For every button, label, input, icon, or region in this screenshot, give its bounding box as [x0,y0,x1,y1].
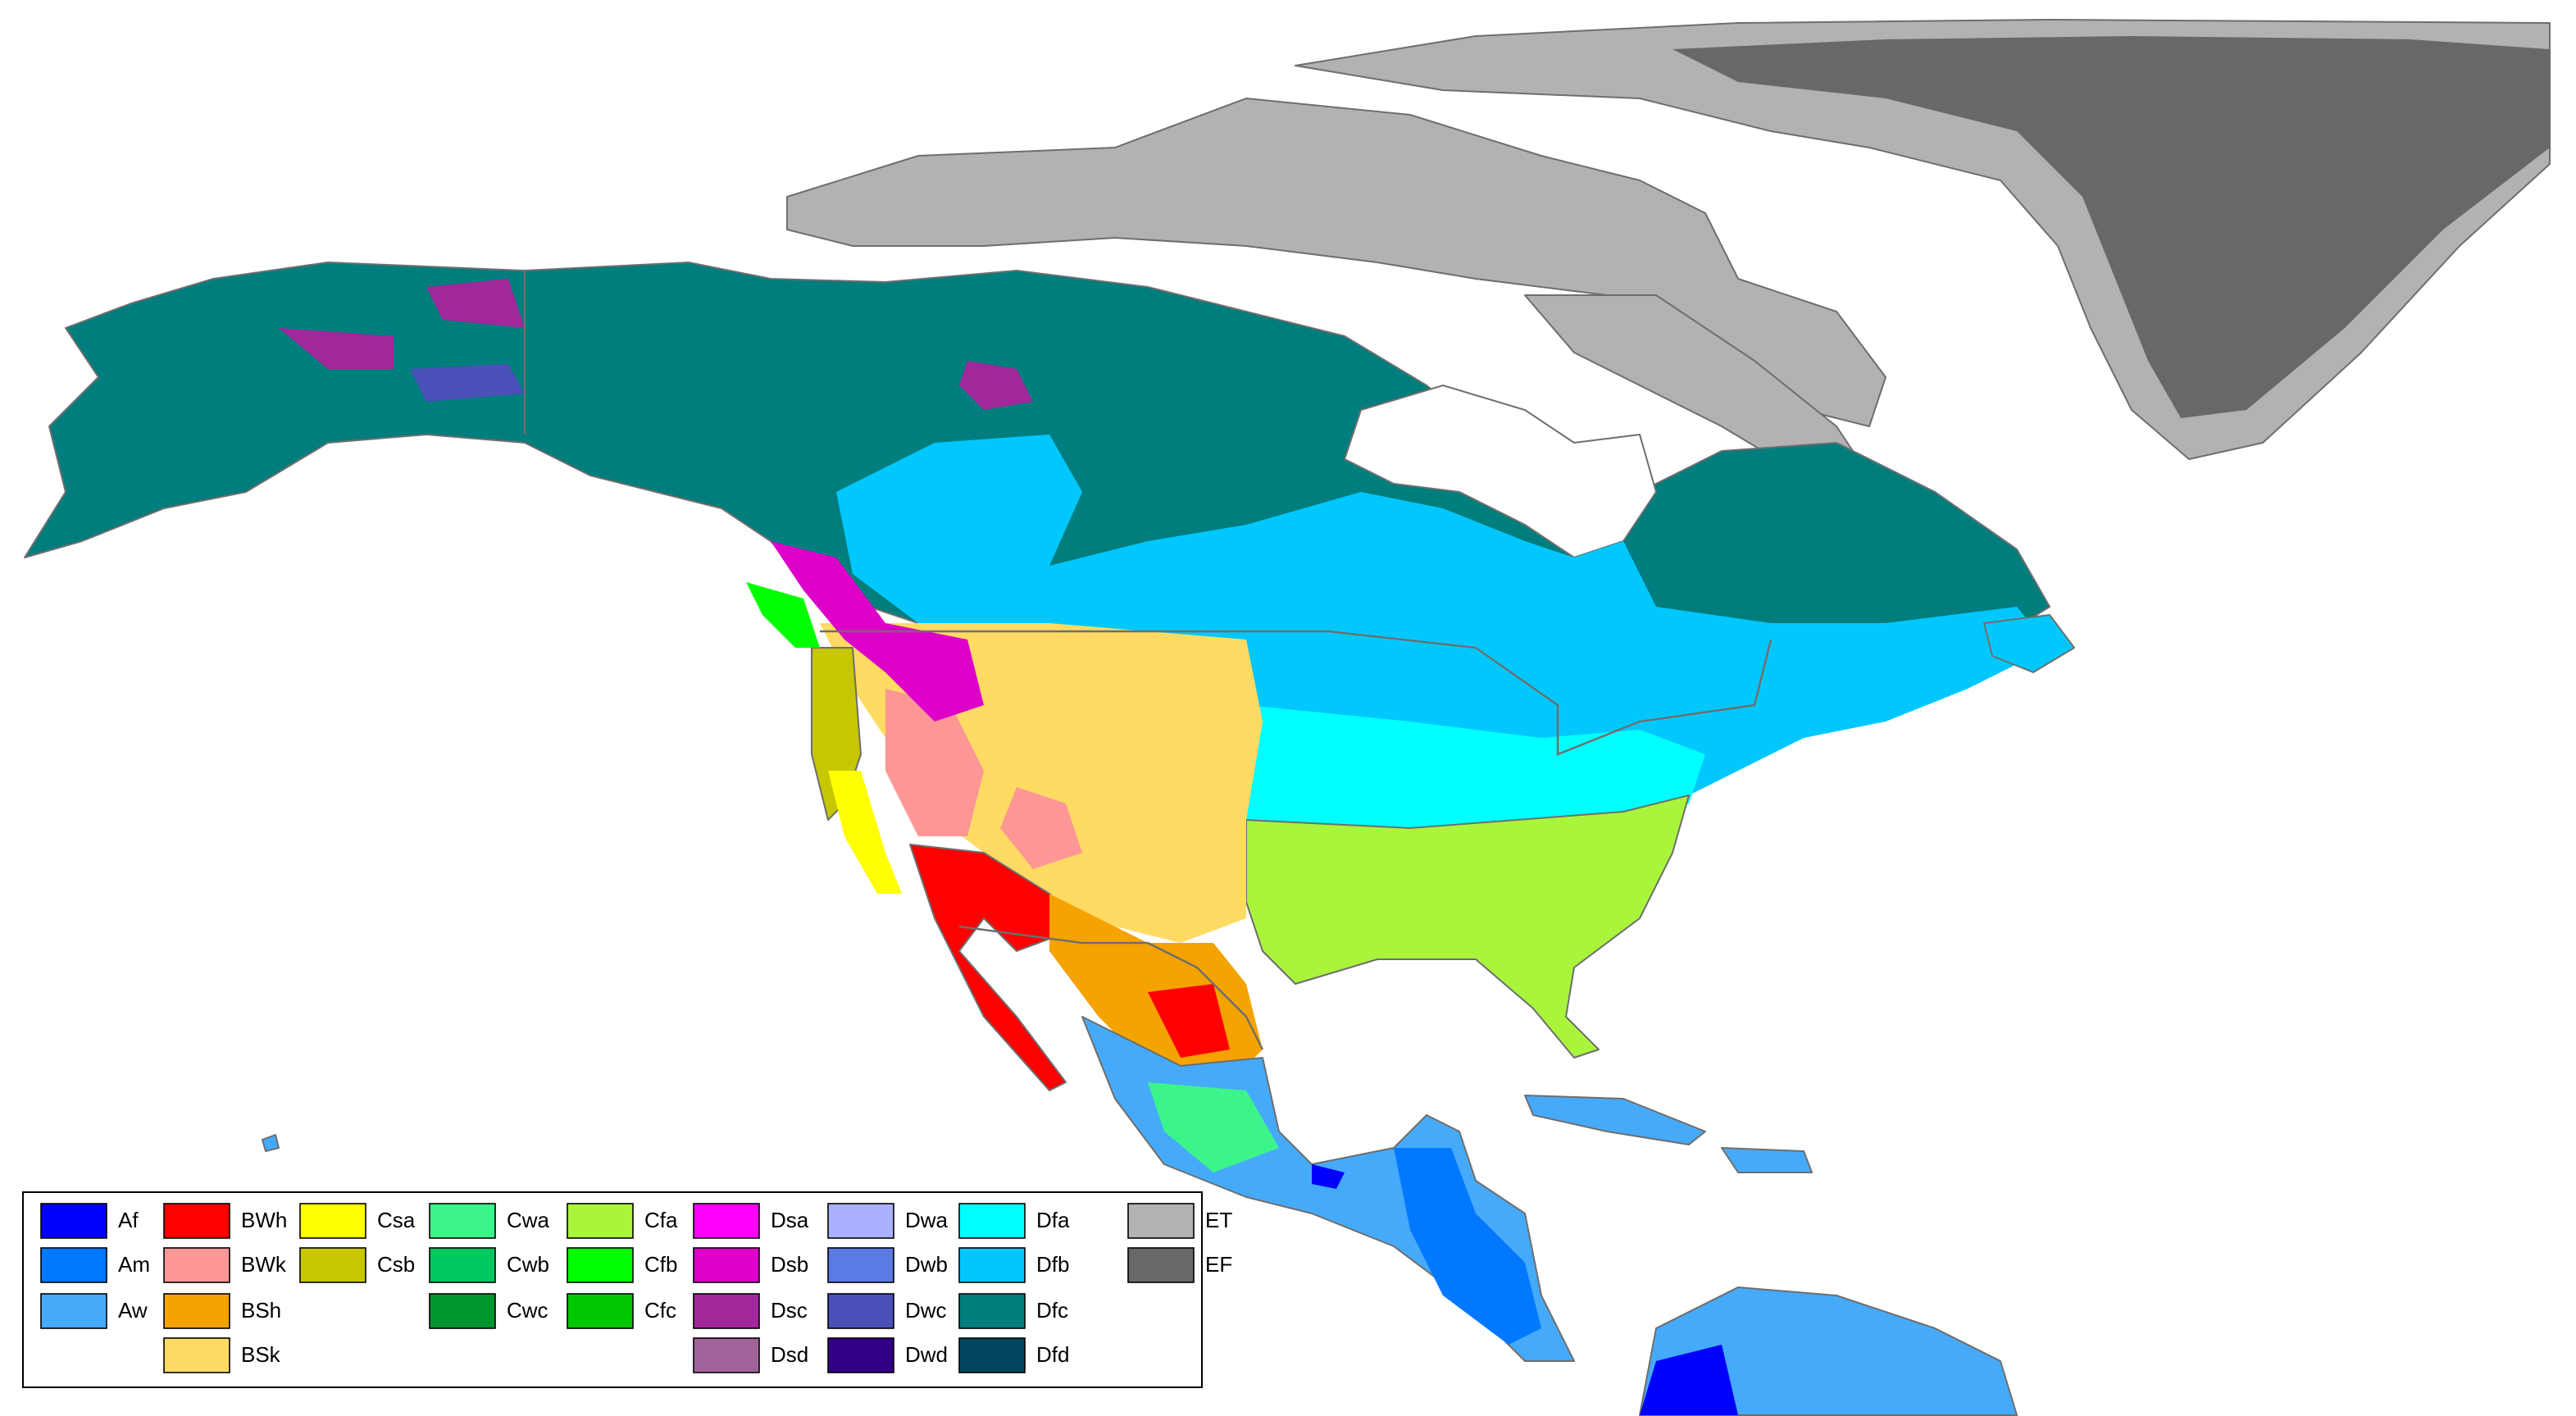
legend-swatch [299,1203,366,1239]
legend-label: Af [118,1208,139,1232]
legend-label: Dwc [905,1298,947,1323]
legend-swatch [299,1247,366,1283]
dwc-zone [410,364,525,402]
cwa-zone [1148,1082,1279,1172]
legend-swatch [958,1293,1026,1329]
dsc-zone [279,328,394,369]
legend-label: Dfd [1036,1342,1069,1367]
legend-label: Dsa [771,1208,809,1232]
newfoundland [1983,614,2075,673]
legend-swatch [1127,1203,1195,1239]
legend: Af Am Aw BWh BWk BSh BSk Csa Csb Cwa Cwb Cwc Cfa Cfb C… [22,1191,1232,1388]
legend-swatch [163,1337,230,1373]
dfb-zone [836,435,2050,820]
legend-swatch [40,1293,107,1329]
legend-label: BWk [241,1252,287,1277]
arctic-islands-et [786,98,1886,427]
legend-swatch [567,1203,634,1239]
legend-swatch [827,1247,894,1283]
legend-label: Dfb [1036,1252,1069,1277]
dsc-zone [959,361,1033,410]
csa-coast [828,771,902,894]
legend-swatch [163,1203,230,1239]
legend-label: Cfc [644,1298,676,1323]
bwk-zone [1000,787,1082,869]
legend-label: Dfc [1036,1298,1068,1323]
legend-label: Aw [118,1298,148,1323]
legend-label: Csa [377,1208,416,1232]
legend-swatch [693,1247,760,1283]
legend-label: Dsc [771,1298,808,1323]
legend-swatch [958,1203,1026,1239]
legend-swatch [827,1293,894,1329]
legend-swatch [567,1293,634,1329]
bwk-zone [885,689,984,836]
legend-swatch [163,1293,230,1329]
legend-swatch [429,1293,496,1329]
legend-swatch [958,1337,1026,1373]
cfb-coast [746,582,820,648]
legend-label: Dwa [905,1208,949,1232]
legend-label: EF [1205,1252,1232,1277]
cfa-zone [1245,795,1690,1059]
bwh-mexico [1148,984,1230,1058]
legend-label: Cwc [507,1298,548,1323]
legend-label: Csb [377,1252,415,1277]
af-zone [1312,1164,1345,1189]
legend-label: Cwb [507,1252,549,1277]
south-america-af [1640,1345,1738,1415]
us-mexico-border [958,925,1264,1050]
legend-swatch [429,1247,496,1283]
legend-label: BSk [241,1342,281,1367]
legend-swatch [40,1247,107,1283]
legend-label: BWh [241,1208,287,1232]
greenland-ef [1673,36,2550,418]
us-canada-border [523,271,1773,756]
hispaniola [1721,1147,1813,1173]
legend-label: Dwb [905,1252,948,1277]
am-zone [1394,1148,1541,1345]
dsc-zone [426,279,525,328]
hawaii [262,1134,280,1152]
legend-swatch [567,1247,634,1283]
dfa-zone [1246,705,1705,836]
legend-swatch [827,1203,894,1239]
legend-swatch [429,1203,496,1239]
legend-label: ET [1205,1208,1232,1232]
legend-label: Am [118,1252,150,1277]
legend-swatch [1127,1247,1195,1283]
legend-label: Dsd [771,1342,808,1367]
cuba [1524,1095,1706,1145]
legend-swatch [958,1247,1026,1283]
legend-label: Dwd [905,1342,948,1367]
legend-swatch [693,1293,760,1329]
legend-label: Cfa [644,1208,678,1232]
legend-label: BSh [241,1298,281,1323]
legend-label: Dsb [771,1252,808,1277]
legend-swatch [40,1203,107,1239]
legend-label: Cfb [644,1252,677,1277]
legend-label: Dfa [1036,1208,1070,1232]
legend-swatch [693,1337,760,1373]
legend-swatch [827,1337,894,1373]
legend-swatch [693,1203,760,1239]
legend-swatch [163,1247,230,1283]
legend-label: Cwa [507,1208,550,1232]
